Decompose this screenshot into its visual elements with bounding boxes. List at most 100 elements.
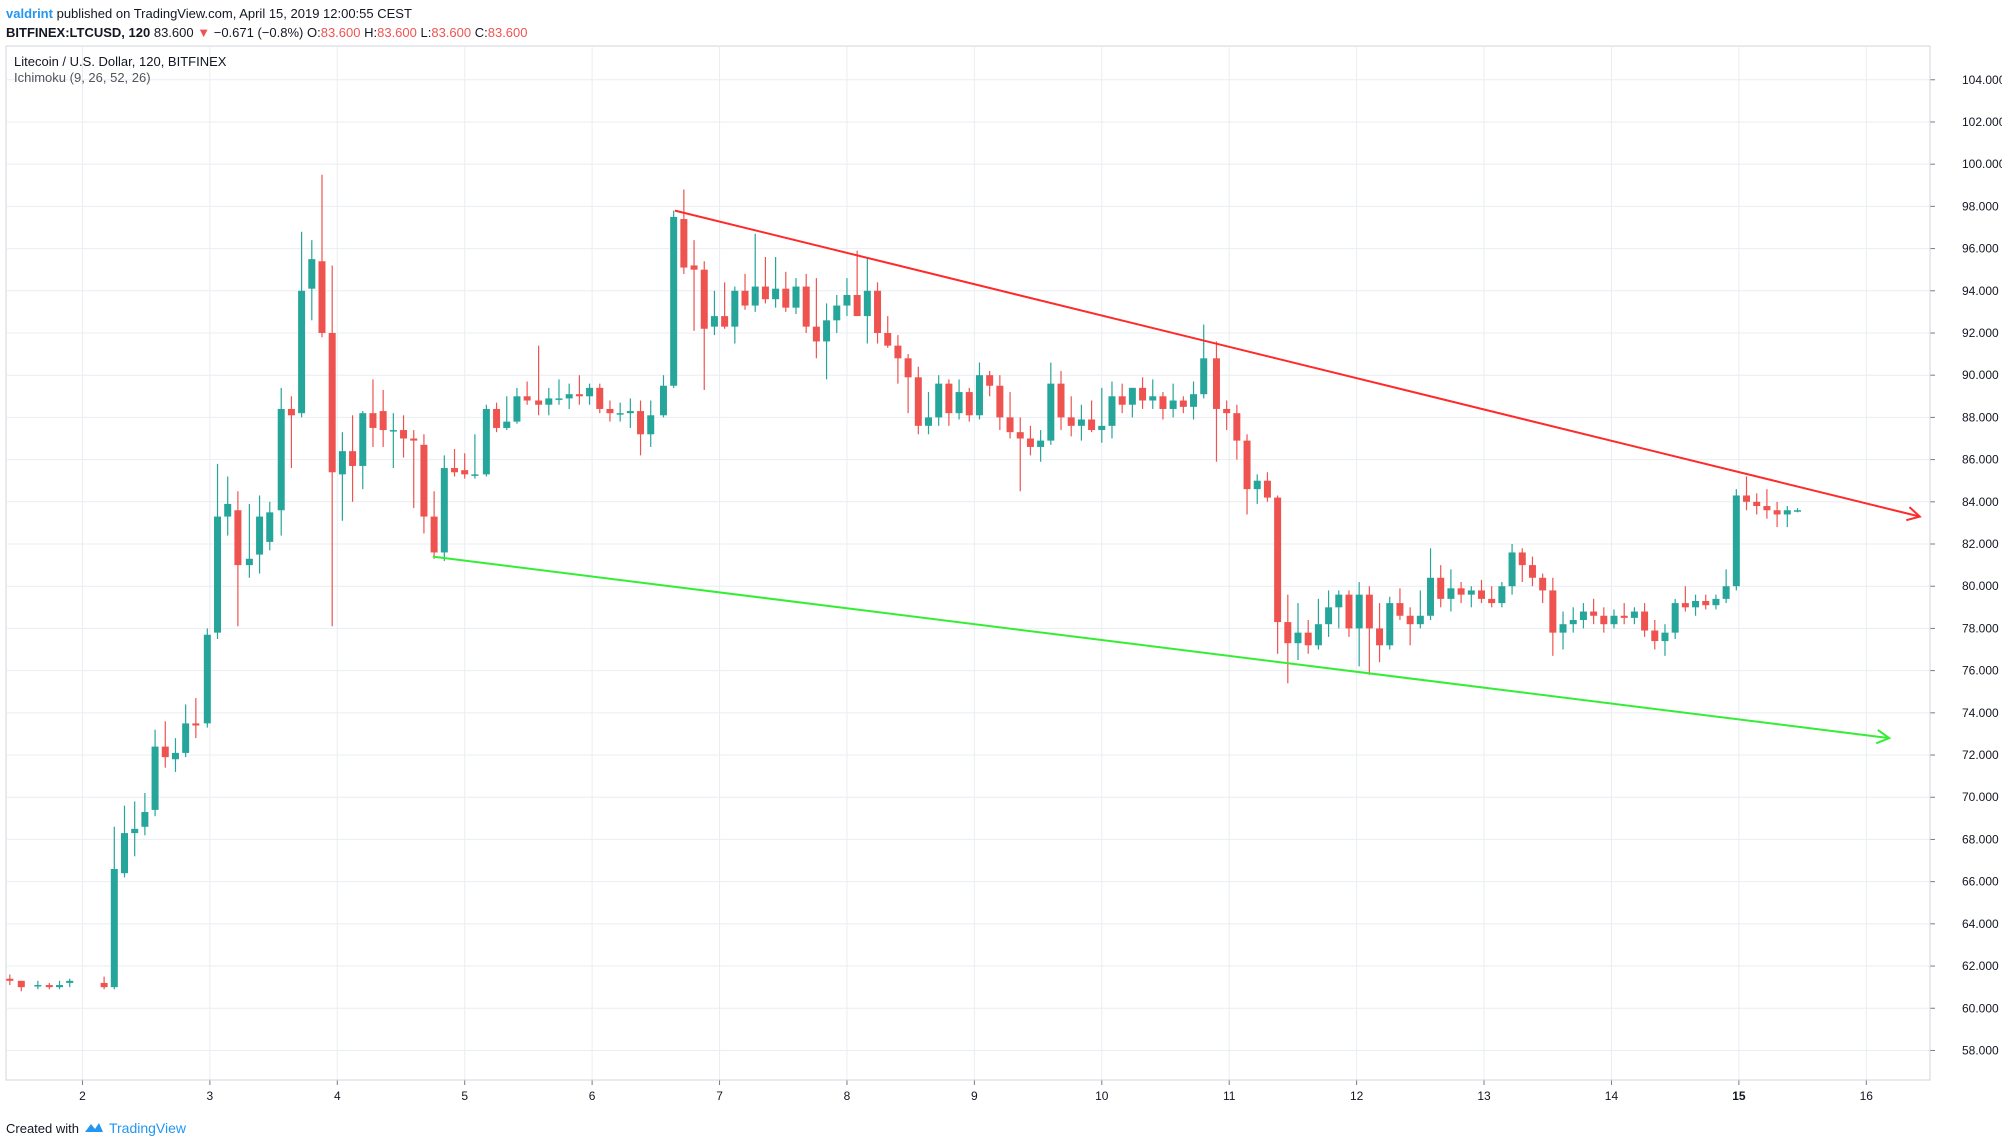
candle-body [430,516,438,553]
candle [1610,609,1618,629]
candle-body [1067,417,1075,426]
candle-body [131,828,139,834]
y-tick-label: 74.000 [1962,706,1999,720]
candle-body [1263,480,1271,498]
candle-body [1047,383,1055,441]
candle-body [606,408,614,414]
candle-body [1190,394,1198,407]
candle-body [1037,440,1045,447]
candle [606,400,614,422]
down-arrow-icon: ▼ [197,25,211,40]
candle [1579,603,1587,629]
candle-body [965,392,973,416]
candle-body [1447,588,1455,599]
candle [1212,341,1220,462]
trendlines[interactable] [432,209,1922,745]
candle-body [833,305,841,321]
candle-body [1457,588,1465,595]
candle [545,387,553,416]
tradingview-brand-link[interactable]: TradingView [108,1120,187,1136]
candle [1763,489,1771,519]
candle-body [741,290,749,306]
candle-body [277,408,285,511]
y-tick-label: 62.000 [1962,959,1999,973]
candle [1477,579,1485,604]
quote-line: BITFINEX:LTCUSD, 120 83.600 ▼ −0.671 (−0… [6,23,528,42]
candle-body [318,261,326,333]
candle-body [884,332,892,346]
author-link[interactable]: valdrint [6,6,53,21]
price-change: −0.671 (−0.8%) [213,25,304,40]
candle [1416,590,1424,629]
candle-body [1641,611,1649,631]
candle [1549,577,1557,656]
candle [812,278,820,359]
candle-body [1118,396,1126,405]
candle [1702,594,1710,610]
close-value: 83.600 [487,25,528,40]
candle-body [171,752,179,760]
candle-body [1179,400,1187,407]
candle-body [710,316,718,327]
candle [710,290,718,336]
candle-body [369,413,377,428]
candle [772,257,780,308]
candle-body [287,408,295,416]
candle-body [1223,408,1231,414]
candle [741,273,749,310]
x-tick-label: 10 [1095,1089,1109,1103]
support-trendline[interactable] [432,555,1890,740]
x-tick-label: 7 [716,1089,723,1103]
candle-body [151,746,159,810]
candle [955,379,963,420]
candle [45,982,53,990]
candle [1047,362,1055,445]
candle-body [120,833,128,874]
candle [1057,370,1065,431]
candle [1508,544,1516,595]
chart-legend: Litecoin / U.S. Dollar, 120, BITFINEX Ic… [14,54,227,85]
candle-body [410,438,418,441]
candle-body [721,316,729,327]
publish-header: valdrint published on TradingView.com, A… [6,4,528,42]
candle-body [493,408,501,428]
candle-body [389,430,397,432]
candle-body [110,868,118,988]
candle-body [1243,440,1251,490]
candle-body [935,383,943,418]
candle-body [182,723,190,753]
resistance-trendline[interactable] [674,209,1921,518]
candle [224,476,232,536]
candle [203,628,211,728]
candle-body [1630,611,1638,618]
candle-body [1712,598,1720,606]
candle [308,240,316,321]
candle [1671,598,1679,639]
candle [761,257,769,304]
resistance-arrowhead-icon [1906,506,1922,522]
candle [1590,598,1598,625]
candle [1149,379,1157,409]
candle [626,398,634,428]
candle-body [400,430,408,439]
candle [410,430,418,509]
candle-body [1661,632,1669,642]
candle-body [1528,565,1536,578]
candle-body [945,383,953,414]
candle-body [451,468,459,473]
y-tick-label: 104.000 [1962,73,2002,87]
plot-frame [5,45,1931,1081]
y-tick-label: 100.000 [1962,157,2002,171]
candle [1681,586,1689,612]
candle [863,257,871,344]
candle-body [535,400,543,405]
candle [802,273,810,333]
legend-indicator: Ichimoku (9, 26, 52, 26) [14,70,151,85]
last-price: 83.600 [153,25,194,40]
candle-body [1274,497,1282,623]
candle [1406,607,1414,646]
candle-body [1345,594,1353,629]
candle [1376,603,1384,663]
candle-body [616,413,624,415]
